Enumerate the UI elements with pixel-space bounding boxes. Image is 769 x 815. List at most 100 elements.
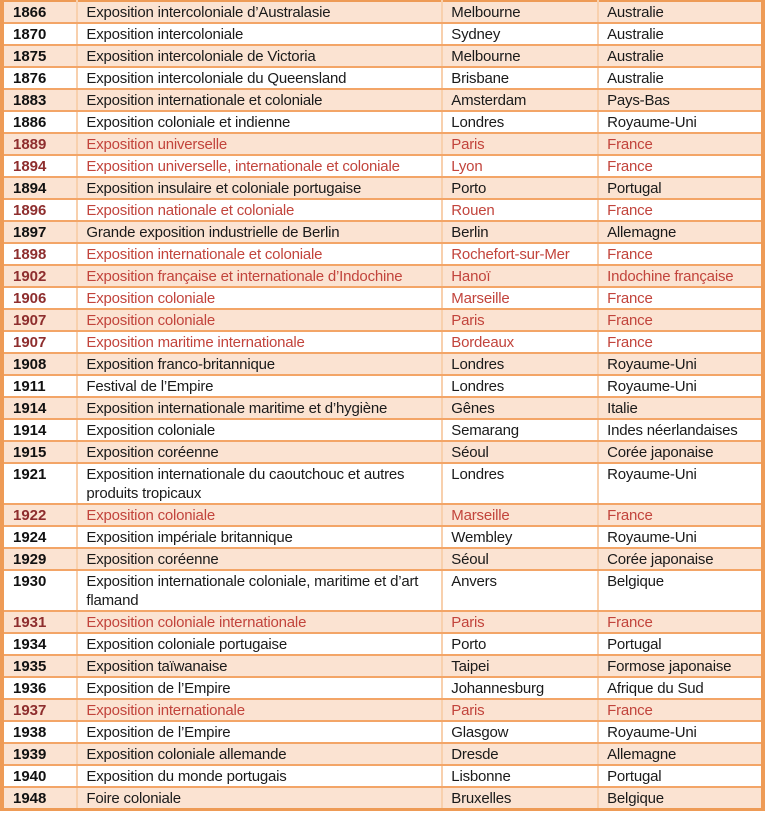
- name-cell: Exposition internationale coloniale, mar…: [77, 570, 444, 612]
- name-cell: Exposition coloniale allemande: [77, 743, 444, 766]
- year-cell: 1889: [2, 133, 79, 156]
- name-cell: Exposition coloniale portugaise: [77, 633, 444, 656]
- table-row: 1907 Exposition maritime internationale Bo…: [2, 331, 763, 354]
- city-cell: Paris: [442, 133, 600, 156]
- city-cell: Lisbonne: [442, 765, 600, 788]
- table-row: 1876 Exposition intercoloniale du Queensl…: [2, 67, 763, 90]
- country-cell: France: [598, 243, 763, 266]
- country-cell: France: [598, 309, 763, 332]
- country-cell: Royaume-Uni: [598, 353, 763, 376]
- city-cell: Rouen: [442, 199, 600, 222]
- country-cell: France: [598, 611, 763, 634]
- year-cell: 1938: [2, 721, 79, 744]
- name-cell: Exposition du monde portugais: [77, 765, 444, 788]
- city-cell: Semarang: [442, 419, 600, 442]
- name-cell: Exposition coloniale: [77, 419, 444, 442]
- country-cell: Royaume-Uni: [598, 463, 763, 505]
- table-row: 1936 Exposition de l’Empire Johannesburg Af…: [2, 677, 763, 700]
- country-cell: France: [598, 133, 763, 156]
- year-cell: 1908: [2, 353, 79, 376]
- year-cell: 1935: [2, 655, 79, 678]
- country-cell: Pays-Bas: [598, 89, 763, 112]
- table-row: 1935 Exposition taïwanaise Taipei Formose j…: [2, 655, 763, 678]
- table-row: 1937 Exposition internationale Paris France: [2, 699, 763, 722]
- name-cell: Exposition maritime internationale: [77, 331, 444, 354]
- name-cell: Exposition internationale et coloniale: [77, 89, 444, 112]
- table-row: 1875 Exposition intercoloniale de Victori…: [2, 45, 763, 68]
- table-row: 1930 Exposition internationale coloniale,…: [2, 570, 763, 612]
- year-cell: 1894: [2, 177, 79, 200]
- country-cell: Belgique: [598, 787, 763, 811]
- city-cell: Bordeaux: [442, 331, 600, 354]
- table-row: 1929 Exposition coréenne Séoul Corée japona…: [2, 548, 763, 571]
- year-cell: 1875: [2, 45, 79, 68]
- country-cell: Australie: [598, 1, 763, 24]
- table-row: 1911 Festival de l’Empire Londres Royaume-U…: [2, 375, 763, 398]
- year-cell: 1907: [2, 309, 79, 332]
- name-cell: Exposition coloniale internationale: [77, 611, 444, 634]
- year-cell: 1894: [2, 155, 79, 178]
- city-cell: Londres: [442, 353, 600, 376]
- table-row: 1914 Exposition internationale maritime e…: [2, 397, 763, 420]
- city-cell: Sydney: [442, 23, 600, 46]
- year-cell: 1914: [2, 419, 79, 442]
- year-cell: 1948: [2, 787, 79, 811]
- table-row: 1894 Exposition insulaire et coloniale po…: [2, 177, 763, 200]
- name-cell: Festival de l’Empire: [77, 375, 444, 398]
- table-row: 1939 Exposition coloniale allemande Dresde…: [2, 743, 763, 766]
- city-cell: Paris: [442, 611, 600, 634]
- country-cell: France: [598, 699, 763, 722]
- year-cell: 1897: [2, 221, 79, 244]
- name-cell: Exposition internationale: [77, 699, 444, 722]
- city-cell: Séoul: [442, 441, 600, 464]
- city-cell: Marseille: [442, 504, 600, 527]
- city-cell: Rochefort-sur-Mer: [442, 243, 600, 266]
- year-cell: 1940: [2, 765, 79, 788]
- country-cell: Royaume-Uni: [598, 111, 763, 134]
- year-cell: 1907: [2, 331, 79, 354]
- country-cell: Allemagne: [598, 743, 763, 766]
- name-cell: Exposition internationale et coloniale: [77, 243, 444, 266]
- year-cell: 1937: [2, 699, 79, 722]
- country-cell: Royaume-Uni: [598, 526, 763, 549]
- year-cell: 1866: [2, 1, 79, 24]
- year-cell: 1915: [2, 441, 79, 464]
- year-cell: 1939: [2, 743, 79, 766]
- name-cell: Exposition internationale maritime et d’…: [77, 397, 444, 420]
- name-cell: Exposition impériale britannique: [77, 526, 444, 549]
- name-cell: Exposition coloniale: [77, 287, 444, 310]
- country-cell: Australie: [598, 45, 763, 68]
- country-cell: Italie: [598, 397, 763, 420]
- year-cell: 1870: [2, 23, 79, 46]
- year-cell: 1930: [2, 570, 79, 612]
- name-cell: Exposition intercoloniale d’Australasie: [77, 1, 444, 24]
- name-cell: Exposition franco-britannique: [77, 353, 444, 376]
- city-cell: Gênes: [442, 397, 600, 420]
- table-row: 1914 Exposition coloniale Semarang Indes né…: [2, 419, 763, 442]
- country-cell: Corée japonaise: [598, 441, 763, 464]
- table-row: 1870 Exposition intercoloniale Sydney Austr…: [2, 23, 763, 46]
- city-cell: Glasgow: [442, 721, 600, 744]
- table-row: 1908 Exposition franco-britannique Londres…: [2, 353, 763, 376]
- name-cell: Exposition coréenne: [77, 441, 444, 464]
- table-row: 1940 Exposition du monde portugais Lisbonn…: [2, 765, 763, 788]
- name-cell: Exposition coloniale: [77, 309, 444, 332]
- country-cell: Portugal: [598, 765, 763, 788]
- country-cell: Corée japonaise: [598, 548, 763, 571]
- year-cell: 1896: [2, 199, 79, 222]
- country-cell: Belgique: [598, 570, 763, 612]
- country-cell: France: [598, 155, 763, 178]
- year-cell: 1883: [2, 89, 79, 112]
- table-row: 1938 Exposition de l’Empire Glasgow Royaume…: [2, 721, 763, 744]
- city-cell: Marseille: [442, 287, 600, 310]
- year-cell: 1911: [2, 375, 79, 398]
- country-cell: Australie: [598, 23, 763, 46]
- country-cell: Portugal: [598, 633, 763, 656]
- name-cell: Exposition coloniale et indienne: [77, 111, 444, 134]
- name-cell: Exposition coloniale: [77, 504, 444, 527]
- city-cell: Séoul: [442, 548, 600, 571]
- country-cell: Royaume-Uni: [598, 375, 763, 398]
- year-cell: 1934: [2, 633, 79, 656]
